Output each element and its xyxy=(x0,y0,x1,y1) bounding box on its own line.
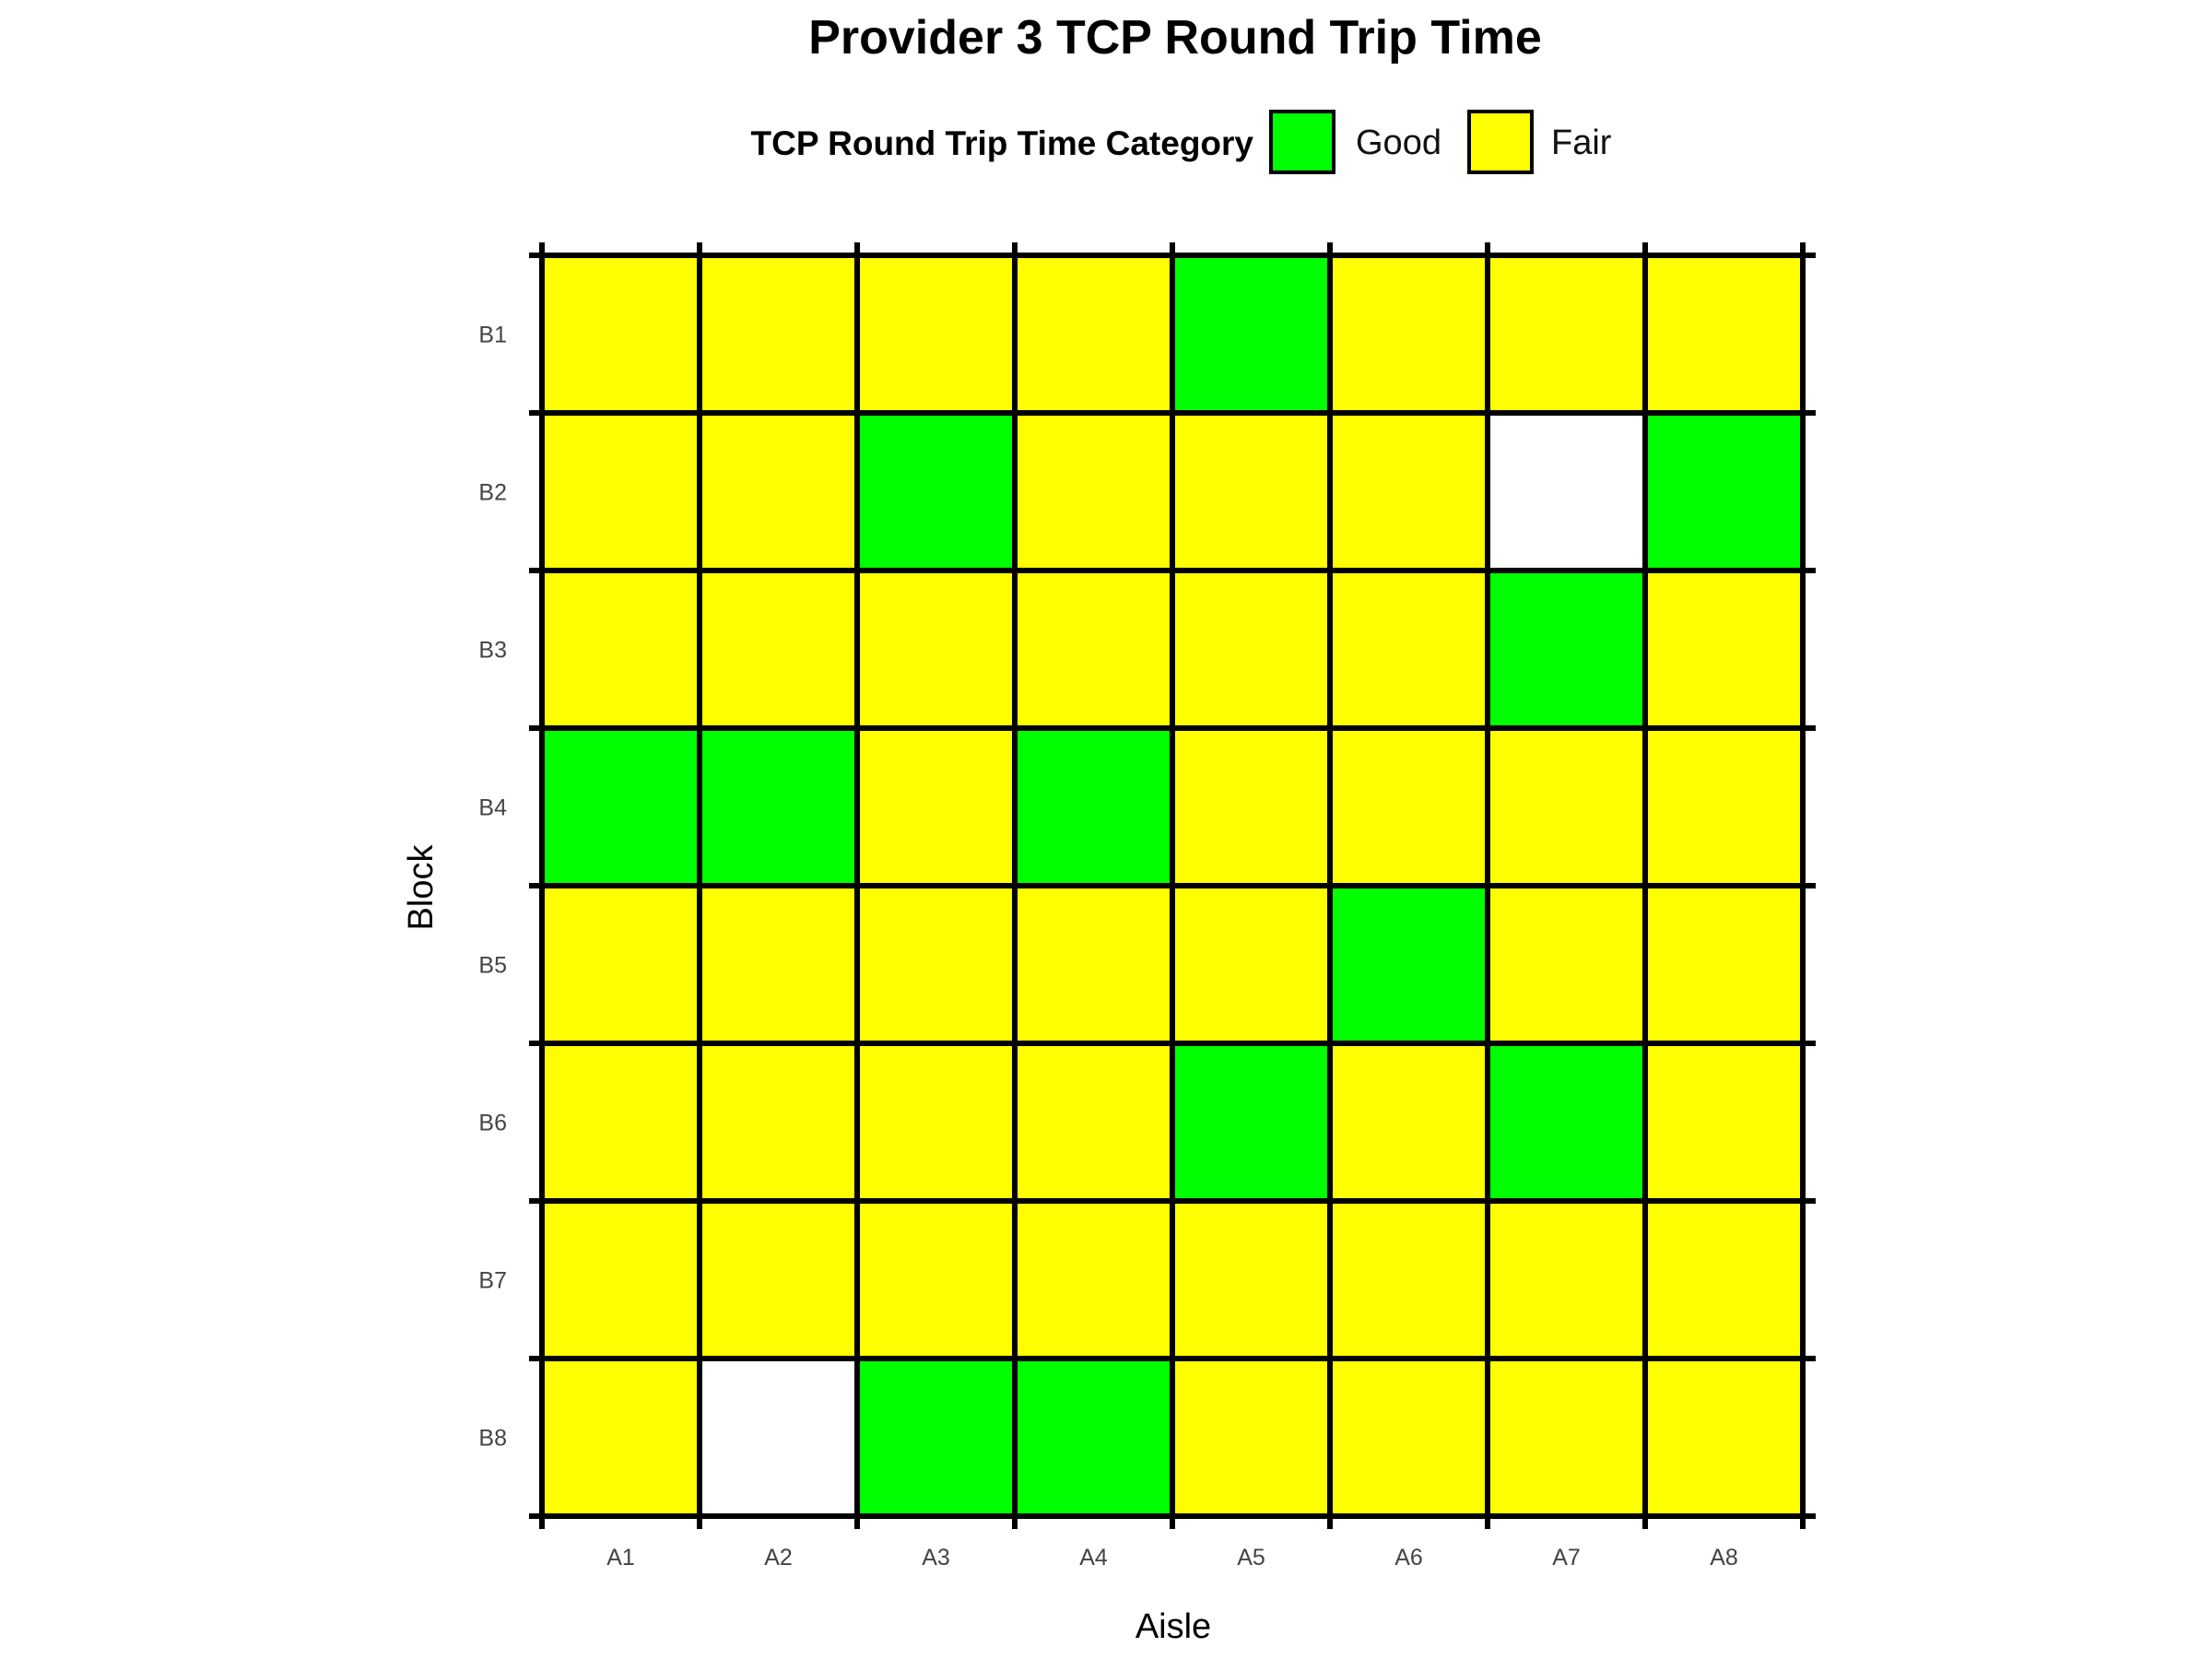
heatmap-cell-b1-a1 xyxy=(542,255,700,413)
heatmap-cell-b8-a6 xyxy=(1330,1359,1488,1516)
y-tick-label: B2 xyxy=(478,480,507,506)
legend: TCP Round Trip Time Category Good Fair xyxy=(751,110,1612,174)
heatmap-cell-b8-a2 xyxy=(700,1359,857,1516)
heatmap-cell-b5-a1 xyxy=(542,886,700,1043)
heatmap-cell-b2-a4 xyxy=(1015,413,1172,571)
heatmap-cell-b5-a3 xyxy=(857,886,1015,1043)
heatmap-cell-b8-a7 xyxy=(1488,1359,1645,1516)
heatmap-cell-b6-a4 xyxy=(1015,1043,1172,1201)
heatmap-cell-b3-a8 xyxy=(1645,571,1803,728)
legend-label-good: Good xyxy=(1356,124,1441,162)
heatmap-cell-b3-a4 xyxy=(1015,571,1172,728)
heatmap-cell-b1-a2 xyxy=(700,255,857,413)
heatmap-cell-b1-a3 xyxy=(857,255,1015,413)
heatmap-cell-b7-a1 xyxy=(542,1201,700,1359)
x-axis-title: Aisle xyxy=(1135,1607,1211,1646)
heatmap-cell-b2-a5 xyxy=(1172,413,1330,571)
heatmap-cell-b1-a5 xyxy=(1172,255,1330,413)
heatmap-cell-b2-a2 xyxy=(700,413,857,571)
heatmap-cell-b5-a2 xyxy=(700,886,857,1043)
heatmap-cell-b2-a8 xyxy=(1645,413,1803,571)
heatmap-cell-b3-a1 xyxy=(542,571,700,728)
heatmap-cell-b4-a7 xyxy=(1488,728,1645,886)
legend-swatch-good xyxy=(1269,110,1335,174)
x-tick-label: A8 xyxy=(1710,1545,1738,1571)
heatmap-cell-b5-a8 xyxy=(1645,886,1803,1043)
heatmap-cell-b3-a6 xyxy=(1330,571,1488,728)
heatmap-cell-b6-a5 xyxy=(1172,1043,1330,1201)
heatmap-cell-b5-a4 xyxy=(1015,886,1172,1043)
y-tick-label: B1 xyxy=(478,323,507,348)
heatmap-cell-b7-a2 xyxy=(700,1201,857,1359)
x-tick-label: A6 xyxy=(1394,1545,1423,1571)
x-tick-label: A4 xyxy=(1079,1545,1108,1571)
y-tick-label: B7 xyxy=(478,1268,507,1294)
y-tick-label: B5 xyxy=(478,953,507,979)
y-tick-label: B4 xyxy=(478,795,507,821)
heatmap-cell-b6-a3 xyxy=(857,1043,1015,1201)
x-tick-label: A5 xyxy=(1237,1545,1265,1571)
y-tick-label: B8 xyxy=(478,1426,507,1452)
legend-label-fair: Fair xyxy=(1551,124,1612,162)
heatmap-cell-b6-a2 xyxy=(700,1043,857,1201)
heatmap-cell-b8-a3 xyxy=(857,1359,1015,1516)
heatmap-cell-b8-a8 xyxy=(1645,1359,1803,1516)
heatmap-cell-b7-a5 xyxy=(1172,1201,1330,1359)
plot-area: A1 A2 A3 A4 A5 A6 A7 A8 B1 B2 B3 B4 B5 B6 B7 B8 xyxy=(478,242,1816,1571)
heatmap-cell-b1-a6 xyxy=(1330,255,1488,413)
heatmap-cell-b6-a1 xyxy=(542,1043,700,1201)
x-tick-label: A7 xyxy=(1552,1545,1581,1571)
heatmap-cell-b2-a1 xyxy=(542,413,700,571)
heatmap-cell-b8-a1 xyxy=(542,1359,700,1516)
heatmap-cell-b3-a3 xyxy=(857,571,1015,728)
heatmap-cell-b2-a6 xyxy=(1330,413,1488,571)
y-axis-title: Block xyxy=(402,844,441,931)
heatmap-cell-b3-a7 xyxy=(1488,571,1645,728)
heatmap-cell-b5-a6 xyxy=(1330,886,1488,1043)
heatmap-cell-b3-a2 xyxy=(700,571,857,728)
legend-swatch-fair xyxy=(1467,110,1534,174)
heatmap-cell-b7-a4 xyxy=(1015,1201,1172,1359)
heatmap-cell-b4-a2 xyxy=(700,728,857,886)
heatmap-cell-b4-a8 xyxy=(1645,728,1803,886)
x-tick-label: A2 xyxy=(764,1545,793,1571)
heatmap-cell-b6-a7 xyxy=(1488,1043,1645,1201)
heatmap-cell-b7-a7 xyxy=(1488,1201,1645,1359)
heatmap-cell-b4-a5 xyxy=(1172,728,1330,886)
y-tick-label: B6 xyxy=(478,1111,507,1136)
legend-title: TCP Round Trip Time Category xyxy=(751,124,1254,162)
heatmap-cell-b1-a7 xyxy=(1488,255,1645,413)
heatmap-cell-b4-a3 xyxy=(857,728,1015,886)
heatmap-cell-b6-a6 xyxy=(1330,1043,1488,1201)
heatmap-cell-b5-a5 xyxy=(1172,886,1330,1043)
heatmap-cell-b7-a8 xyxy=(1645,1201,1803,1359)
heatmap-cell-b4-a1 xyxy=(542,728,700,886)
chart-title: Provider 3 TCP Round Trip Time xyxy=(808,11,1542,65)
y-tick-label: B3 xyxy=(478,638,507,664)
heatmap-cell-b7-a6 xyxy=(1330,1201,1488,1359)
heatmap-cell-b2-a7 xyxy=(1488,413,1645,571)
heatmap-cell-b1-a8 xyxy=(1645,255,1803,413)
heatmap-cell-b8-a5 xyxy=(1172,1359,1330,1516)
heatmap-cell-b1-a4 xyxy=(1015,255,1172,413)
heatmap-cell-b3-a5 xyxy=(1172,571,1330,728)
heatmap-cell-b7-a3 xyxy=(857,1201,1015,1359)
heatmap-cell-b4-a4 xyxy=(1015,728,1172,886)
heatmap-cell-b4-a6 xyxy=(1330,728,1488,886)
heatmap-cell-b5-a7 xyxy=(1488,886,1645,1043)
heatmap-cell-b2-a3 xyxy=(857,413,1015,571)
heatmap-cell-b6-a8 xyxy=(1645,1043,1803,1201)
heatmap-cell-b8-a4 xyxy=(1015,1359,1172,1516)
x-tick-label: A1 xyxy=(606,1545,635,1571)
x-tick-label: A3 xyxy=(922,1545,950,1571)
